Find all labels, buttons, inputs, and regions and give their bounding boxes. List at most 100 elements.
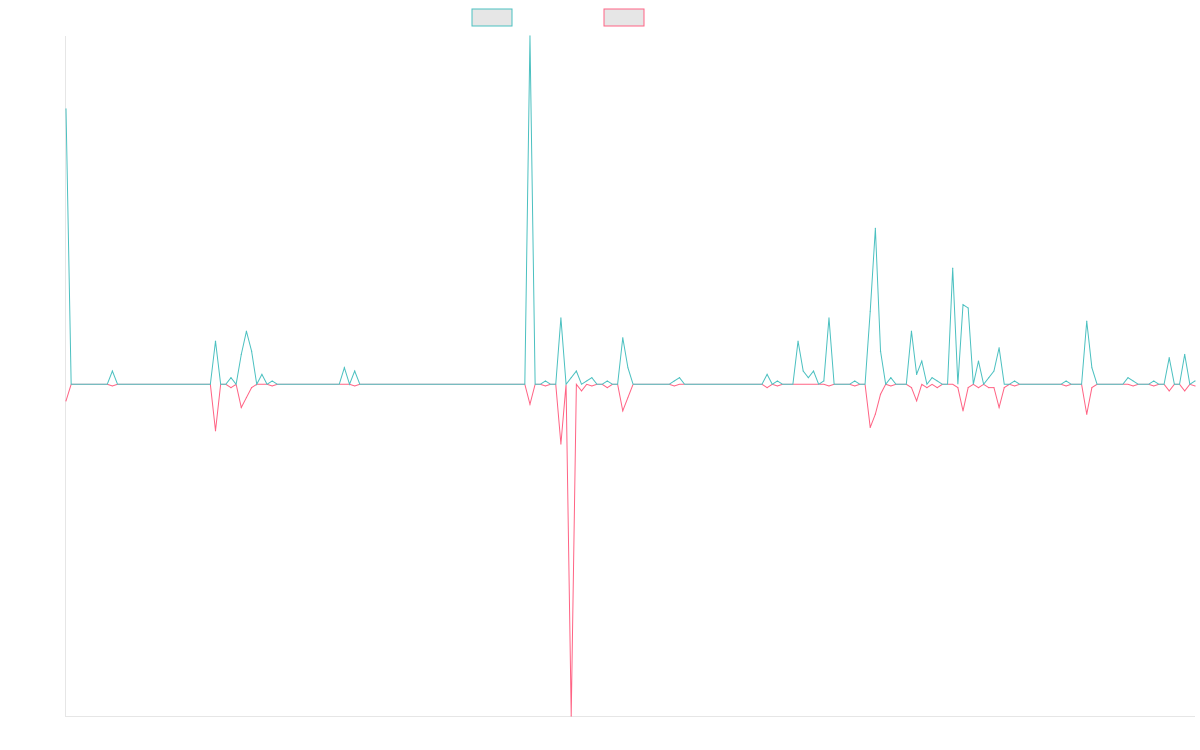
series-b-point[interactable] — [65, 400, 67, 402]
series-a-point[interactable] — [65, 108, 67, 110]
series-b-point[interactable] — [240, 406, 242, 409]
series-b-point[interactable] — [1091, 387, 1093, 389]
series-b-point[interactable] — [776, 385, 779, 387]
series-a-point[interactable] — [606, 380, 608, 382]
series-a-point[interactable] — [343, 367, 345, 369]
series-b-point[interactable] — [1003, 387, 1005, 389]
series-a-point[interactable] — [1168, 357, 1170, 359]
series-a-point[interactable] — [544, 380, 547, 382]
series-a-point[interactable] — [591, 377, 593, 379]
series-b-point[interactable] — [214, 430, 217, 432]
series-b-point[interactable] — [1194, 385, 1196, 387]
series-b-point[interactable] — [962, 410, 964, 412]
series-a-point[interactable] — [879, 350, 882, 352]
series-a-point[interactable] — [1013, 380, 1016, 382]
series-b-point[interactable] — [673, 385, 675, 387]
series-a-point[interactable] — [952, 267, 954, 269]
series-b-point[interactable] — [957, 387, 959, 389]
series-b-point[interactable] — [111, 385, 113, 387]
series-a-point[interactable] — [673, 380, 675, 382]
series-a-point[interactable] — [627, 367, 629, 369]
series-a-point[interactable] — [910, 330, 913, 332]
series-a-point[interactable] — [1132, 380, 1134, 382]
series-a-point[interactable] — [111, 370, 113, 372]
series-a-point[interactable] — [807, 377, 809, 379]
series-b-point[interactable] — [591, 385, 593, 387]
series-b-point[interactable] — [271, 385, 273, 387]
series-a-point[interactable] — [678, 377, 681, 379]
series-a-point[interactable] — [977, 360, 980, 362]
series-b-point[interactable] — [1086, 413, 1088, 415]
series-a-point[interactable] — [823, 380, 825, 382]
series-b-point[interactable] — [570, 715, 572, 717]
series-a-point[interactable] — [993, 370, 995, 372]
series-a-point[interactable] — [560, 317, 562, 319]
series-a-point[interactable] — [1194, 380, 1196, 382]
series-b-point[interactable] — [874, 413, 876, 415]
series-b-point[interactable] — [230, 387, 232, 389]
series-a-point[interactable] — [802, 370, 804, 372]
series-b-point[interactable] — [998, 406, 1000, 409]
series-b-point[interactable] — [890, 385, 892, 387]
series-b-point[interactable] — [1153, 385, 1155, 387]
series-a-point[interactable] — [1184, 353, 1186, 356]
series-a-point[interactable] — [575, 370, 577, 372]
series-b-point[interactable] — [988, 387, 990, 389]
series-b-point[interactable] — [627, 396, 629, 399]
series-a-point[interactable] — [354, 370, 356, 372]
series-b-point[interactable] — [828, 385, 830, 387]
series-b-point[interactable] — [1065, 385, 1067, 387]
series-b-point[interactable] — [544, 385, 547, 387]
series-a-point[interactable] — [916, 373, 918, 375]
series-a-point[interactable] — [529, 35, 531, 37]
series-a-point[interactable] — [586, 380, 588, 382]
series-a-point[interactable] — [766, 373, 768, 375]
series-a-point[interactable] — [230, 377, 232, 379]
series-a-point[interactable] — [570, 377, 572, 379]
series-b-point[interactable] — [560, 443, 562, 445]
series-b-point[interactable] — [916, 400, 918, 402]
series-a-point[interactable] — [271, 380, 273, 382]
series-a-point[interactable] — [812, 370, 815, 372]
series-a-point[interactable] — [622, 337, 624, 339]
legend-swatch-series-a[interactable] — [471, 8, 513, 27]
series-a-point[interactable] — [1153, 380, 1155, 382]
series-a-point[interactable] — [874, 227, 876, 229]
series-a-point[interactable] — [1086, 320, 1088, 322]
legend-swatch-series-b[interactable] — [603, 8, 645, 27]
series-a-point[interactable] — [1065, 380, 1067, 382]
series-a-point[interactable] — [250, 350, 253, 352]
series-a-point[interactable] — [776, 380, 779, 382]
series-b-point[interactable] — [993, 387, 995, 389]
series-a-point[interactable] — [1091, 367, 1093, 369]
series-b-point[interactable] — [879, 393, 882, 395]
series-a-point[interactable] — [936, 380, 938, 382]
series-a-point[interactable] — [854, 380, 856, 382]
series-a-point[interactable] — [240, 353, 242, 356]
series-b-point[interactable] — [1184, 390, 1186, 392]
series-b-point[interactable] — [606, 387, 608, 389]
series-a-point[interactable] — [797, 340, 799, 342]
series-a-point[interactable] — [962, 304, 964, 306]
series-b-point[interactable] — [936, 387, 938, 389]
series-b-point[interactable] — [854, 385, 856, 387]
series-b-point[interactable] — [1168, 390, 1170, 392]
series-a-point[interactable] — [890, 377, 892, 379]
series-b-point[interactable] — [910, 387, 913, 389]
series-b-point[interactable] — [1132, 385, 1134, 387]
series-a-point[interactable] — [869, 310, 871, 312]
series-b-point[interactable] — [1013, 385, 1016, 387]
series-b-point[interactable] — [354, 385, 356, 387]
series-b-point[interactable] — [967, 387, 969, 389]
series-a-point[interactable] — [988, 377, 990, 379]
series-b-point[interactable] — [250, 387, 253, 389]
series-a-point[interactable] — [967, 307, 969, 309]
series-a-point[interactable] — [921, 360, 923, 362]
series-b-point[interactable] — [977, 387, 980, 389]
series-b-point[interactable] — [766, 387, 768, 389]
series-a-point[interactable] — [214, 340, 217, 342]
series-b-point[interactable] — [245, 396, 248, 399]
series-a-point[interactable] — [1127, 377, 1129, 379]
series-a-point[interactable] — [931, 377, 933, 379]
series-b-point[interactable] — [869, 426, 871, 429]
